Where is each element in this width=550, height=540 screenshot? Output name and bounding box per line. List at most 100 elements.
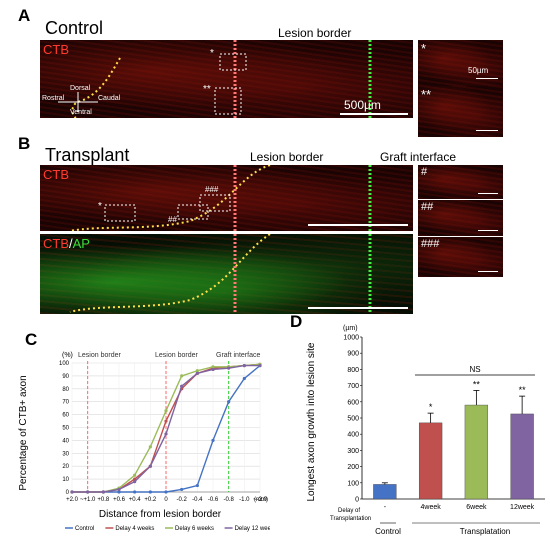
panel-c-point [86,490,90,494]
panel-d-category-label: 12week [510,504,535,511]
panel-c-ylabel: Percentage of CTB+ axon [18,375,29,490]
panel-a-micrograph: CTB * ** Rostral Caudal Dorsal Ventral 5… [40,40,413,118]
panel-b-box-mark-2: ## [168,215,177,224]
panel-c-y-tick: 90 [62,374,69,380]
panel-c-y-tick: 60 [62,413,69,419]
panel-d-y-tick: 500 [347,416,359,423]
panel-c-graft-interface: Graft interface [216,352,260,359]
panel-c-point [133,473,137,477]
panel-d-y-tick: 100 [347,480,359,487]
panel-a-scale-label: 500µm [344,98,381,112]
orientation-caudal: Caudal [98,95,121,102]
panel-d-bar [418,422,443,500]
panel-c-y-tick: 30 [62,451,69,457]
panel-c-y-tick: 80 [62,387,69,393]
panel-a-inset-2: ** [418,86,503,137]
panel-a-inset-1-mark: * [421,41,427,56]
stain-separator: / [69,236,73,251]
panel-b-inset-1-scale-bar [478,193,498,194]
panel-d-ylabel: Longest axon growth into lesion site [306,342,317,501]
panel-c-x-tick: 0 [164,497,168,503]
panel-c-point [164,432,168,436]
panel-b-inset-3-mark: ### [421,238,440,250]
panel-c-point [227,366,231,370]
panel-d-delay-label-1: Delay of [338,508,360,514]
panel-c-point [164,419,168,423]
panel-c-y-tick: 70 [62,400,69,406]
panel-c-point [211,367,215,372]
panel-a-inset-scale-bar [476,78,498,79]
panel-b-ctb-micrograph: CTB * ## ### [40,165,413,231]
panel-a-inset-2-mark: ** [421,87,432,102]
panel-d-unit: (µm) [343,325,358,332]
panel-d-y-tick: 300 [347,448,359,455]
panel-d-bar [464,404,489,500]
panel-a-box-mark-2: ** [203,84,211,95]
orientation-rostral: Rostral [42,95,65,102]
panel-b-box-mark-1: * [98,201,102,212]
panel-c-chart: (%) Lesion border Lesion border Graft in… [18,352,270,532]
panel-c-x-unit: (mm) [254,497,268,503]
panel-c-point [164,409,168,413]
panel-c-y-tick: 50 [62,426,69,432]
panel-b-bottom-overlay [69,234,408,314]
panel-b-inset-2: ## [418,200,503,236]
panel-c-legend-label: Control [75,526,94,532]
panel-c-x-tick: +2.0 [66,497,79,503]
panel-b-inset-1: # [418,165,503,199]
panel-c-x-tick: +0.8 [97,497,110,503]
panel-d-delay-label-2: Transplantation [330,516,371,522]
panel-b-letter: B [18,134,31,153]
panel-a-title: Control [45,18,104,38]
panel-d-group-control: Control [375,527,401,536]
panel-c-y-tick: 10 [62,477,69,483]
panel-c-x-tick: ~-2.0 [253,497,268,503]
panel-c-x-tick: ~+1.0 [80,497,96,503]
panel-d-y-tick: 1000 [343,335,359,342]
panel-b-graft-interface-label: Graft interface [380,150,457,164]
panel-c-point [258,363,262,368]
panel-d-group-transplant: Transplatation [460,527,510,536]
panel-c-point [195,483,199,488]
panel-a-overlay [58,40,372,118]
panel-c-point [148,490,152,494]
panel-c-point [180,487,184,492]
panel-c-xlabel: Distance from lesion border [99,509,222,520]
panel-c-x-tick: +0.6 [113,497,126,503]
panel-c-unit: (%) [62,352,73,359]
panel-d-significance: * [429,402,433,412]
panel-c-point [242,376,246,381]
stain-ctb: CTB [43,236,69,251]
panel-c-point [148,464,152,468]
panel-c-point [227,400,231,404]
panel-d-y-tick: 0 [355,497,359,504]
panel-c-y-tick: 40 [62,438,69,444]
panel-b-ctb-ap-micrograph: CTB/AP [40,234,413,314]
panel-c-point [211,365,215,369]
panel-d-y-tick: 900 [347,351,359,358]
panel-c-legend-label: Delay 4 weeks [115,526,154,532]
panel-c-x-tick: -0.4 [192,497,203,503]
panel-c-point [133,490,137,494]
panel-c-lesion-border-2: Lesion border [155,352,198,359]
panel-c-x-tick: -0.8 [223,497,234,503]
panel-c-point [195,369,199,373]
panel-c-y-tick: 0 [66,490,70,496]
panel-c-point [70,490,74,494]
panel-a-inset-1: * 50µm [418,40,503,86]
panel-d-y-tick: 200 [347,464,359,471]
panel-b-inset-2-scale-bar [478,230,498,231]
panel-a-stain-label: CTB [43,42,69,57]
panel-b-stain-bottom: CTB/AP [43,236,90,251]
panel-c-point [211,438,215,442]
panel-c-point [117,490,121,494]
panel-b-title: Transplant [45,145,130,165]
panel-d-bar [510,413,534,500]
panel-c-lesion-border-1: Lesion border [78,352,121,359]
panel-a-lesion-border-label: Lesion border [278,26,352,40]
panel-c-letter: C [25,330,38,349]
panel-c-x-tick: -0.6 [208,497,219,503]
panel-c-point [195,371,199,375]
panel-c-y-tick: 20 [62,464,69,470]
